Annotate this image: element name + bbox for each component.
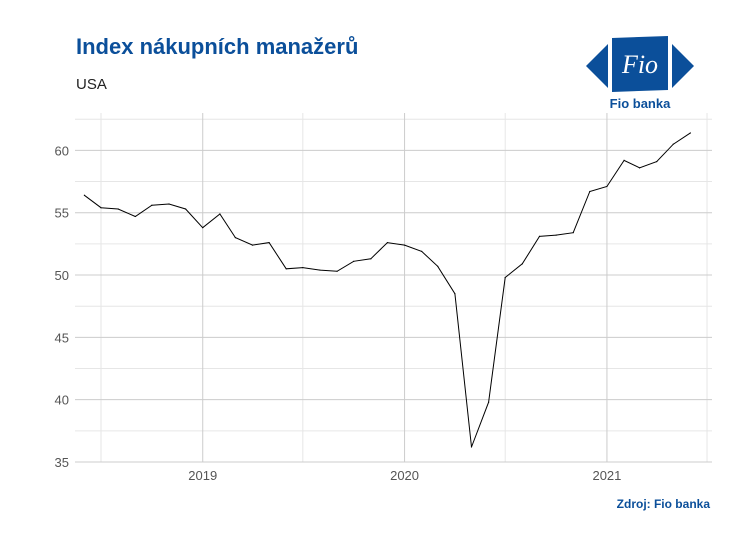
logo-word: Fio [621, 50, 659, 79]
data-point [100, 207, 102, 209]
logo-bank-name: Fio banka [609, 96, 671, 111]
data-point [421, 250, 423, 252]
data-point [336, 270, 338, 272]
data-point [504, 276, 506, 279]
y-tick-label: 60 [55, 143, 69, 158]
data-point [656, 161, 658, 163]
data-point [168, 203, 170, 205]
data-point [268, 242, 270, 244]
data-point [302, 266, 304, 269]
data-point [437, 265, 439, 267]
y-tick-label: 45 [55, 330, 69, 345]
y-axis-labels: 35 40 45 50 55 60 [55, 143, 69, 470]
fio-logo-icon [586, 36, 694, 92]
x-tick-label: 2021 [592, 468, 621, 483]
data-point [184, 208, 187, 210]
chart-title: Index nákupních manažerů [76, 34, 359, 59]
y-tick-label: 35 [55, 455, 69, 470]
data-point [234, 237, 236, 239]
data-point [386, 242, 389, 244]
data-point [353, 260, 355, 262]
data-point [202, 227, 204, 229]
data-point [219, 213, 221, 215]
data-point [285, 268, 287, 270]
data-point [403, 244, 406, 246]
major-grid [75, 113, 712, 463]
data-point [370, 258, 372, 260]
minor-grid [75, 113, 712, 462]
x-axis-labels: 2019 2020 2021 [188, 468, 621, 483]
data-point [488, 401, 490, 403]
x-tick-label: 2020 [390, 468, 419, 483]
data-point [521, 263, 523, 265]
y-tick-label: 50 [55, 268, 69, 283]
data-point [638, 167, 641, 169]
data-point [151, 204, 153, 206]
data-point [606, 185, 608, 188]
data-point [572, 232, 574, 234]
data-point [134, 215, 136, 218]
data-point [672, 143, 674, 145]
data-point [251, 244, 254, 246]
data-point [470, 446, 473, 448]
x-tick-label: 2019 [188, 468, 217, 483]
data-point [689, 132, 692, 134]
data-point [623, 159, 625, 161]
data-point [555, 234, 557, 236]
y-tick-label: 55 [55, 206, 69, 221]
data-point [454, 293, 456, 295]
data-point [319, 269, 321, 271]
source-note: Zdroj: Fio banka [616, 497, 710, 511]
y-tick-label: 40 [55, 393, 69, 408]
data-point [117, 208, 119, 210]
series-group [83, 132, 692, 448]
data-point [589, 190, 591, 193]
chart-subtitle: USA [76, 76, 107, 93]
data-point [538, 235, 541, 237]
fio-banka-logo: Fio Fio banka [584, 34, 696, 116]
data-point [83, 194, 86, 196]
